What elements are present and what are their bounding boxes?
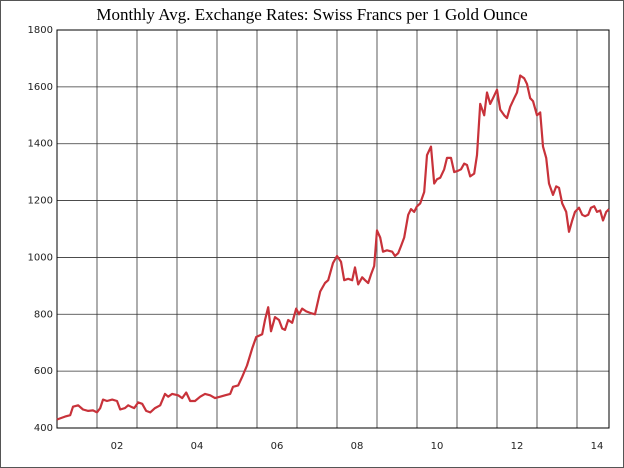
y-tick-label: 600 <box>34 366 53 377</box>
x-tick-label: 04 <box>191 441 204 452</box>
y-tick-label: 1400 <box>28 139 53 150</box>
y-tick-label: 1000 <box>28 252 53 263</box>
y-tick-label: 1800 <box>28 25 53 36</box>
y-tick-label: 800 <box>34 309 53 320</box>
x-tick-label: 02 <box>111 441 124 452</box>
y-tick-label: 400 <box>34 423 53 434</box>
data-line <box>56 74 610 421</box>
x-tick-label: 06 <box>271 441 284 452</box>
x-tick-label: 12 <box>511 441 524 452</box>
x-tick-label: 14 <box>591 441 604 452</box>
y-tick-label: 1600 <box>28 82 53 93</box>
y-tick-label: 1200 <box>28 196 53 207</box>
x-tick-label: 08 <box>351 441 364 452</box>
plot-border <box>56 29 610 429</box>
x-tick-label: 10 <box>431 441 444 452</box>
chart-title: Monthly Avg. Exchange Rates: Swiss Franc… <box>96 5 527 24</box>
